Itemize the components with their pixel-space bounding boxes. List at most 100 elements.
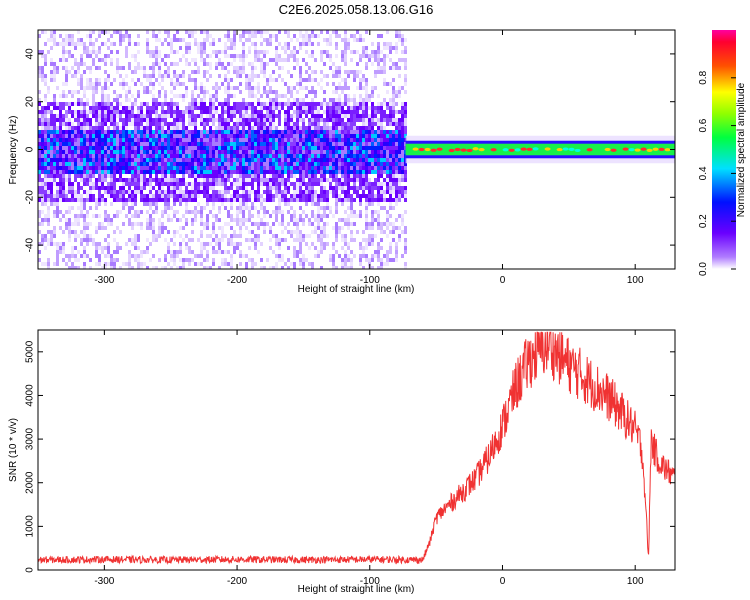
heat-cell — [371, 210, 374, 214]
heat-cell — [386, 114, 389, 118]
heat-cell — [146, 134, 149, 138]
heat-cell — [386, 30, 389, 34]
heat-cell — [179, 194, 182, 198]
heat-cell — [374, 146, 377, 150]
heat-cell — [83, 170, 86, 174]
heat-cell — [59, 194, 62, 198]
heat-cell — [239, 38, 242, 42]
heat-cell — [341, 238, 344, 242]
heat-cell — [161, 182, 164, 186]
heat-cell — [347, 86, 350, 90]
heat-cell — [182, 130, 185, 134]
heat-cell — [41, 114, 44, 118]
heat-cell — [287, 34, 290, 38]
heat-cell — [314, 226, 317, 230]
heat-cell — [164, 166, 167, 170]
heat-cell — [59, 190, 62, 194]
heat-cell — [98, 142, 101, 146]
heat-cell — [176, 194, 179, 198]
heat-cell — [164, 94, 167, 98]
heat-cell — [263, 182, 266, 186]
heat-cell — [203, 182, 206, 186]
heat-cell — [248, 94, 251, 98]
heat-cell — [230, 42, 233, 46]
heat-cell — [194, 86, 197, 90]
heat-cell — [251, 62, 254, 66]
heat-cell — [140, 158, 143, 162]
heat-cell — [296, 162, 299, 166]
heat-cell — [386, 146, 389, 150]
heat-cell — [404, 118, 407, 122]
heat-cell — [242, 206, 245, 210]
heat-cell — [296, 62, 299, 66]
heat-cell — [74, 114, 77, 118]
heat-cell — [185, 218, 188, 222]
heat-cell — [62, 50, 65, 54]
heat-cell — [65, 114, 68, 118]
heat-cell — [323, 158, 326, 162]
heat-cell — [395, 146, 398, 150]
heat-cell — [254, 154, 257, 158]
heat-cell — [44, 94, 47, 98]
heat-cell — [251, 150, 254, 154]
heat-cell — [161, 58, 164, 62]
heat-cell — [167, 130, 170, 134]
heat-cell — [68, 218, 71, 222]
heat-cell — [401, 254, 404, 258]
heat-cell — [107, 174, 110, 178]
heat-cell — [218, 174, 221, 178]
heat-cell — [59, 210, 62, 214]
heat-cell — [374, 138, 377, 142]
heat-cell — [200, 42, 203, 46]
heat-cell — [206, 266, 209, 269]
heat-cell — [137, 126, 140, 130]
heat-cell — [245, 146, 248, 150]
heat-cell — [356, 134, 359, 138]
heat-cell — [38, 166, 41, 170]
heat-cell — [44, 234, 47, 238]
heat-cell — [182, 110, 185, 114]
heat-cell — [386, 154, 389, 158]
heat-cell — [134, 198, 137, 202]
heat-cell — [293, 50, 296, 54]
heat-cell — [386, 198, 389, 202]
heat-cell — [107, 134, 110, 138]
heat-cell — [167, 190, 170, 194]
heat-cell — [230, 186, 233, 190]
heat-cell — [227, 166, 230, 170]
heat-cell — [158, 62, 161, 66]
heat-cell — [227, 178, 230, 182]
heat-cell — [371, 54, 374, 58]
heat-cell — [224, 54, 227, 58]
heat-cell — [248, 74, 251, 78]
heat-cell — [332, 194, 335, 198]
heat-cell — [347, 158, 350, 162]
heat-cell — [197, 150, 200, 154]
heat-cell — [239, 146, 242, 150]
heat-cell — [176, 122, 179, 126]
heat-cell — [152, 154, 155, 158]
heat-cell — [119, 134, 122, 138]
heat-cell — [320, 70, 323, 74]
heat-cell — [395, 166, 398, 170]
colorbar-tick-label: 0.4 — [698, 166, 709, 180]
heat-cell — [266, 190, 269, 194]
heat-cell — [230, 242, 233, 246]
heat-cell — [365, 242, 368, 246]
heat-cell — [380, 118, 383, 122]
heat-cell — [230, 86, 233, 90]
heat-cell — [155, 166, 158, 170]
heat-cell — [119, 174, 122, 178]
heat-cell — [104, 238, 107, 242]
heat-cell — [68, 230, 71, 234]
heat-cell — [377, 162, 380, 166]
heat-cell — [365, 90, 368, 94]
heat-cell — [41, 66, 44, 70]
heat-cell — [62, 182, 65, 186]
heat-cell — [50, 102, 53, 106]
heat-cell — [389, 142, 392, 146]
heat-cell — [125, 178, 128, 182]
heat-cell — [314, 170, 317, 174]
heat-cell — [44, 178, 47, 182]
heat-cell — [41, 134, 44, 138]
